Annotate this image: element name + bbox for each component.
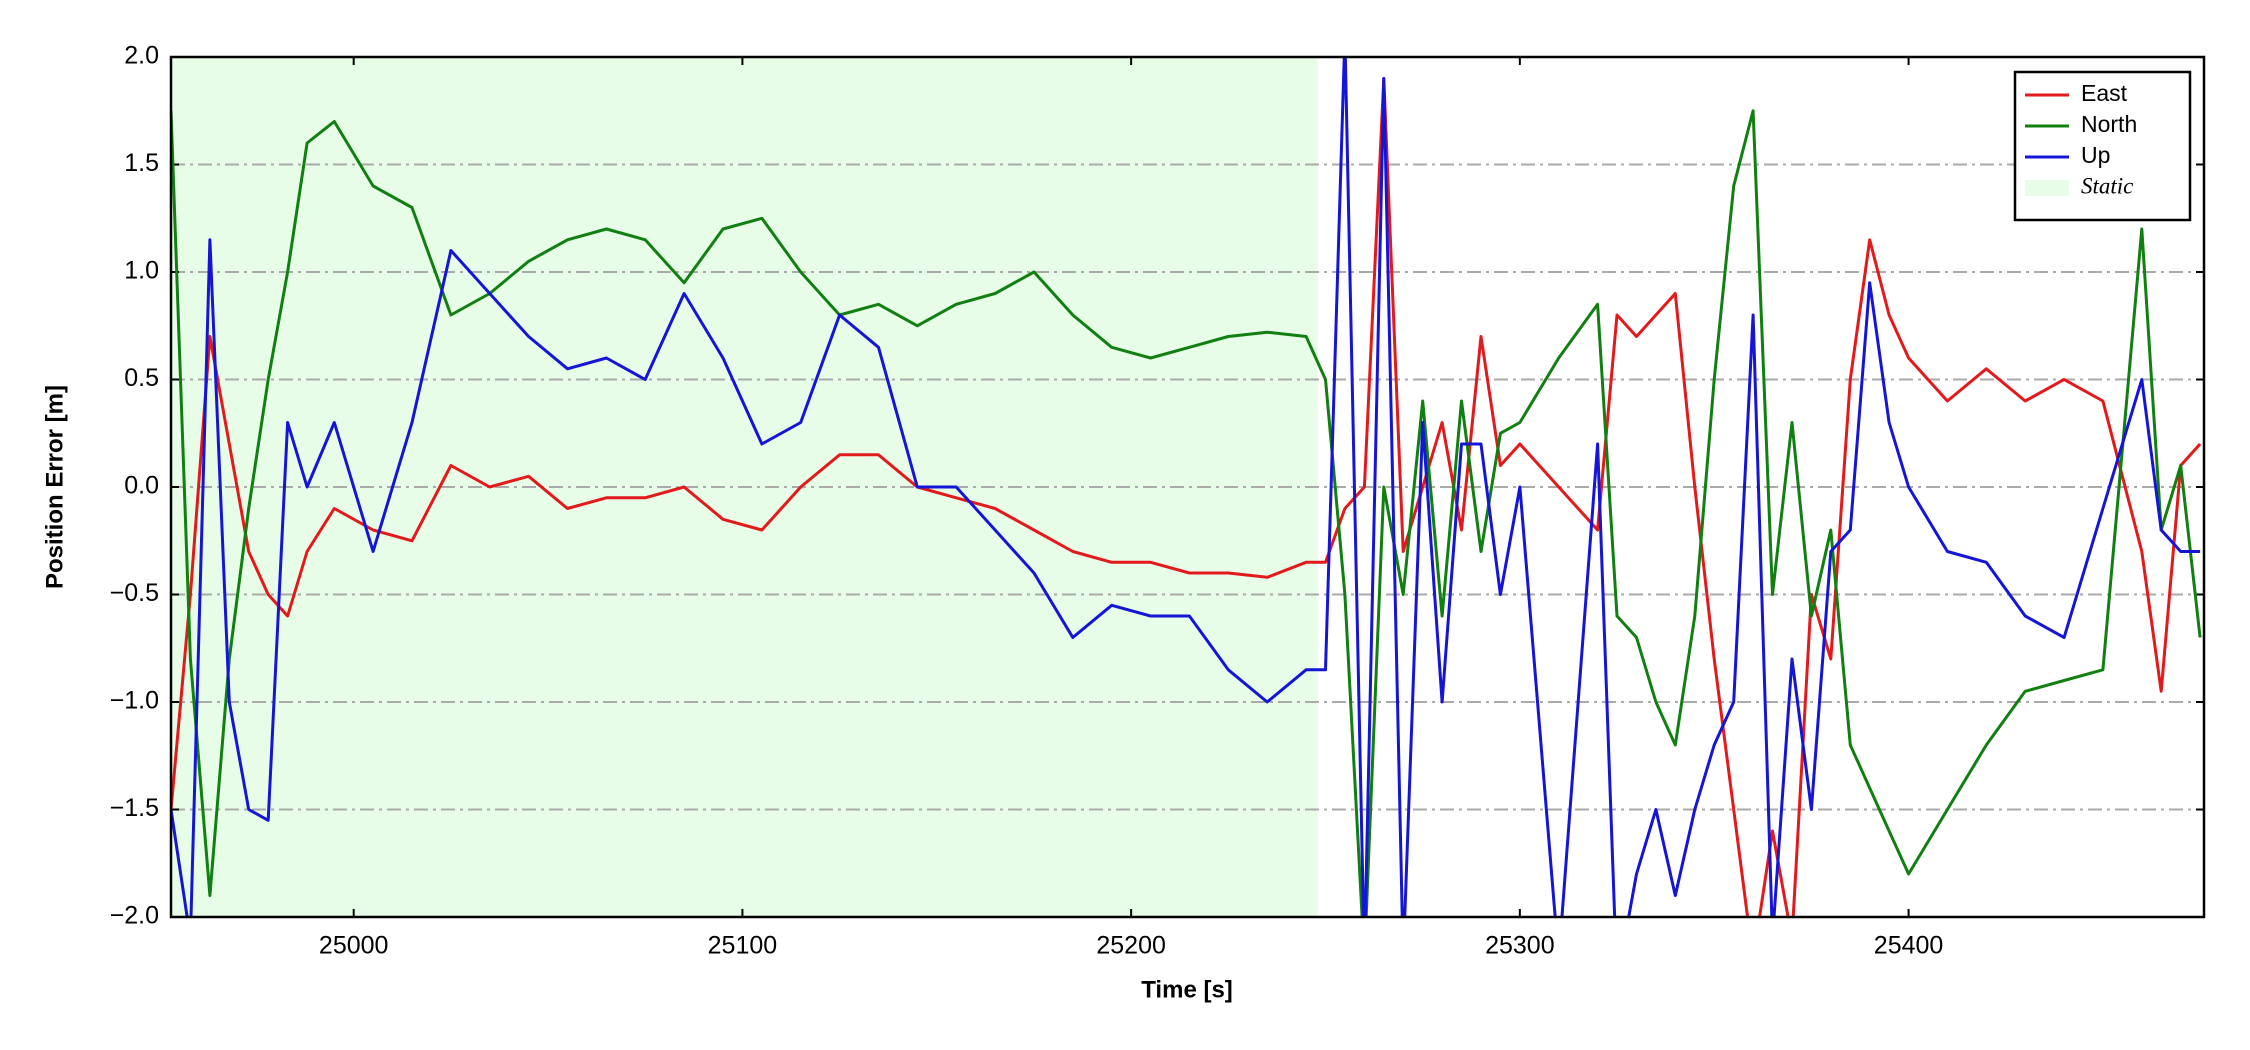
y-tick-label: −1.5 — [110, 794, 159, 822]
legend-label: Static — [2081, 173, 2133, 198]
x-tick-label: 25300 — [1485, 932, 1555, 960]
y-tick-label: 1.5 — [124, 149, 159, 177]
x-axis-label: Time [s] — [1141, 976, 1233, 1003]
y-tick-label: 0.0 — [124, 472, 159, 500]
x-tick-label: 25100 — [708, 932, 778, 960]
legend-swatch — [2025, 180, 2069, 196]
y-axis-label: Position Error [m] — [41, 385, 68, 589]
legend-label: North — [2081, 111, 2137, 137]
x-tick-label: 25000 — [319, 932, 389, 960]
y-tick-label: 0.5 — [124, 364, 159, 392]
line-series — [171, 57, 2201, 917]
y-tick-label: 1.0 — [124, 257, 159, 285]
y-tick-label: 2.0 — [124, 42, 159, 70]
legend-label: Up — [2081, 142, 2110, 168]
x-tick-label: 25200 — [1096, 932, 1166, 960]
plot-frame — [169, 55, 2206, 919]
y-tick-label: −2.0 — [110, 902, 159, 930]
y-tick-label: −1.0 — [110, 687, 159, 715]
y-tick-label: −0.5 — [110, 579, 159, 607]
legend-label: East — [2081, 80, 2128, 106]
line-series — [171, 109, 2202, 917]
x-tick-label: 25400 — [1874, 932, 1944, 960]
plot-area — [171, 57, 2202, 917]
